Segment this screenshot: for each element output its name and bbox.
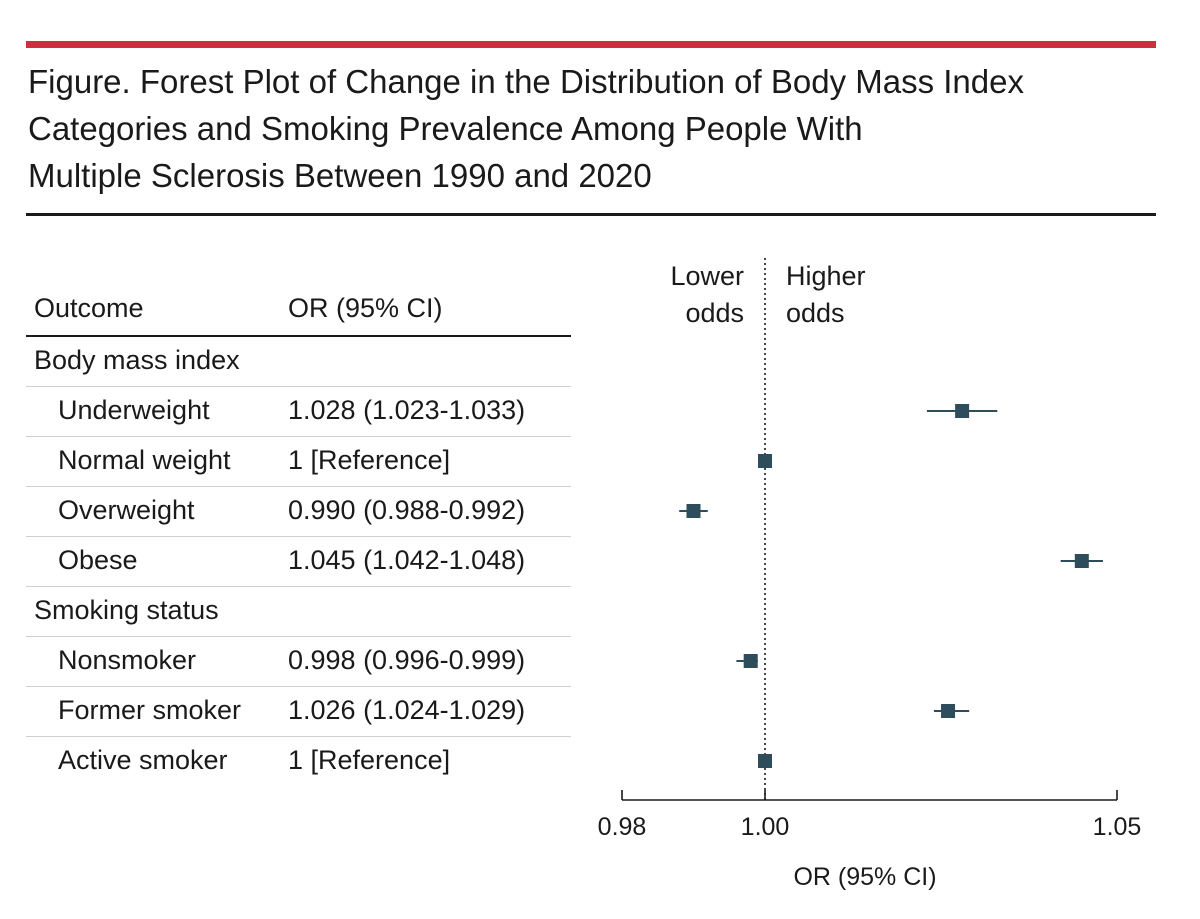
outcome-label: Nonsmoker [58,645,197,675]
header-outcome: Outcome [34,293,144,323]
or-value: 1 [Reference] [288,745,451,775]
outcome-label: Obese [58,545,138,575]
outcome-label: Former smoker [58,695,242,725]
forest-plot: Lower odds Higher odds 0.98 1.00 1.05 OR (… [590,240,1180,910]
or-value: 0.990 (0.988-0.992) [288,495,526,525]
direction-word: Higher [786,261,866,291]
direction-word: odds [786,298,845,328]
or-value: 0.998 (0.996-0.999) [288,645,526,675]
section-label: Body mass index [34,345,240,375]
higher-odds-label: Higher odds [786,258,866,332]
outcome-table: Outcome OR (95% CI) Body mass index Unde… [26,283,571,786]
x-tick-label: 1.00 [740,813,790,841]
table-row: Active smoker 1 [Reference] [26,737,571,786]
table-row: Normal weight 1 [Reference] [26,437,571,487]
lower-odds-label: Lower odds [670,258,744,332]
accent-bar [26,41,1156,48]
table-row: Former smoker 1.026 (1.024-1.029) [26,687,571,737]
point-marker [686,504,701,518]
outcome-label: Overweight [58,495,195,525]
point-marker [955,404,970,418]
x-axis-title: OR (95% CI) [793,863,937,891]
table-row: Smoking status [26,587,571,637]
figure-title: Figure. Forest Plot of Change in the Dis… [28,58,1148,199]
or-value: 1.028 (1.023-1.033) [288,395,526,425]
or-value: 1.045 (1.042-1.048) [288,545,526,575]
direction-word: Lower [670,261,744,291]
point-marker [758,754,772,768]
direction-word: odds [685,298,744,328]
title-line: Categories and Smoking Prevalence Among … [28,110,863,147]
x-tick-label: 0.98 [597,813,647,841]
point-marker [941,704,956,718]
plot-canvas [621,258,1118,801]
or-value: 1.026 (1.024-1.029) [288,695,526,725]
point-marker [1074,554,1089,568]
outcome-label: Active smoker [58,745,228,775]
table-row: Nonsmoker 0.998 (0.996-0.999) [26,637,571,687]
table-row: Obese 1.045 (1.042-1.048) [26,537,571,587]
table-row: Underweight 1.028 (1.023-1.033) [26,387,571,437]
title-rule [26,213,1156,216]
section-label: Smoking status [34,595,219,625]
outcome-label: Normal weight [58,445,231,475]
point-marker [743,654,758,668]
point-marker [758,454,772,468]
outcome-label: Underweight [58,395,210,425]
or-value: 1 [Reference] [288,445,451,475]
table-row: Body mass index [26,337,571,387]
title-line: Multiple Sclerosis Between 1990 and 2020 [28,157,652,194]
header-or: OR (95% CI) [288,293,443,323]
title-line: Figure. Forest Plot of Change in the Dis… [28,63,1024,100]
table-header: Outcome OR (95% CI) [26,283,571,337]
x-tick-label: 1.05 [1092,813,1142,841]
table-row: Overweight 0.990 (0.988-0.992) [26,487,571,537]
